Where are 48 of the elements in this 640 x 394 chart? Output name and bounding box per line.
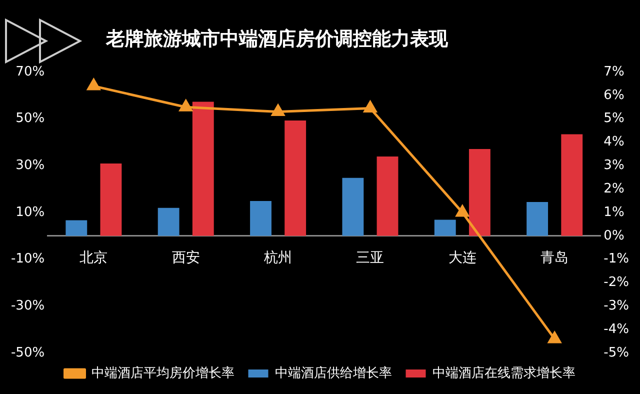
bar [250,201,272,236]
bar [376,156,398,236]
x-tick-label: 杭州 [263,250,292,266]
y2-tick-label: 1% [604,204,624,220]
point [179,100,192,112]
legend-label: 中端酒店供给增长率 [274,364,392,381]
point [364,101,377,113]
y2-tick-label: -5% [604,345,630,360]
x-tick-label: 大连 [448,250,476,266]
bar [66,220,88,236]
bar [100,164,122,236]
x-tick-label: 青岛 [540,250,569,266]
legend-label: 中端酒店在线需求增长率 [432,364,576,381]
bar [342,178,364,236]
y-tick-label: -10% [10,252,45,267]
point [87,78,100,90]
bar [192,102,214,236]
y2-tick-label: -2% [604,275,630,290]
y-tick-label: -30% [10,298,45,314]
chart-title: 老牌旅游城市中端酒店房价调控能力表现 [106,27,448,52]
point [548,332,562,344]
y2-tick-label: 7% [604,64,624,80]
y2-tick-label: 2% [604,181,624,196]
bar [526,202,548,236]
y-tick-label: 70% [16,64,45,80]
y2-tick-label: 6% [604,88,624,103]
point [456,205,469,217]
point [272,104,284,116]
y2-tick-label: -1% [604,252,630,267]
y2-tick-label: 0% [604,228,624,244]
y2-tick-label: 4% [604,134,624,150]
bar [468,149,490,236]
y2-tick-label: 3% [604,158,624,174]
y-tick-label: 50% [16,111,45,126]
bar [561,134,583,236]
y2-tick-label: -4% [604,322,630,337]
y2-tick-label: 5% [604,111,624,126]
x-tick-label: 西安 [172,250,200,266]
bar [284,120,306,236]
y-tick-label: 30% [16,158,45,174]
x-tick-label: 三亚 [356,250,384,266]
legend-label: 中端酒店平均房价增长率 [91,364,234,381]
x-tick-label: 北京 [80,250,108,266]
y-tick-label: -50% [10,345,45,360]
bar [158,208,180,236]
y2-tick-label: -3% [604,298,630,314]
bar [434,220,456,236]
y-tick-label: 10% [16,204,45,220]
